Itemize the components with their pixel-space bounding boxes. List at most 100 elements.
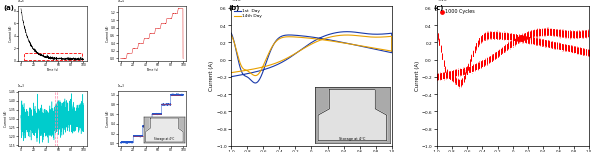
Point bbox=[517, 37, 527, 40]
Point bbox=[440, 75, 449, 78]
Point bbox=[521, 35, 530, 38]
Point bbox=[545, 31, 555, 34]
Point bbox=[458, 66, 467, 68]
Point bbox=[447, 74, 456, 77]
Point bbox=[534, 29, 544, 32]
Point bbox=[487, 56, 496, 58]
Point bbox=[538, 42, 548, 44]
Point bbox=[447, 74, 456, 77]
Point bbox=[508, 36, 518, 39]
Point bbox=[534, 32, 544, 34]
Point bbox=[536, 41, 545, 44]
Point bbox=[577, 33, 587, 36]
Point bbox=[559, 33, 568, 35]
Point bbox=[511, 36, 521, 38]
Point bbox=[519, 37, 528, 40]
Point bbox=[486, 58, 495, 60]
Point bbox=[553, 30, 562, 33]
Point bbox=[521, 36, 530, 38]
Point bbox=[577, 50, 586, 52]
Point bbox=[528, 38, 537, 41]
Point bbox=[488, 57, 498, 59]
Point bbox=[503, 36, 513, 39]
Point bbox=[438, 55, 447, 57]
Point bbox=[578, 50, 588, 53]
Point bbox=[517, 37, 527, 40]
Point bbox=[503, 46, 513, 49]
Point bbox=[465, 68, 475, 70]
Point bbox=[478, 63, 487, 65]
Point bbox=[524, 36, 533, 38]
Point bbox=[557, 32, 566, 34]
Point bbox=[513, 38, 522, 40]
Point bbox=[531, 37, 540, 40]
Point bbox=[445, 74, 455, 76]
Point bbox=[523, 38, 533, 40]
Point bbox=[575, 32, 585, 35]
Point bbox=[525, 32, 534, 35]
Point bbox=[479, 62, 488, 64]
Point bbox=[459, 69, 469, 71]
Point bbox=[438, 75, 447, 78]
Point bbox=[476, 64, 486, 66]
Point bbox=[436, 49, 446, 51]
Point bbox=[484, 60, 493, 62]
Point bbox=[475, 65, 484, 67]
Point bbox=[552, 45, 562, 47]
Point bbox=[574, 30, 584, 32]
Point bbox=[520, 39, 530, 41]
Point bbox=[447, 76, 456, 78]
Point bbox=[522, 36, 531, 38]
Point bbox=[583, 32, 593, 34]
Point bbox=[488, 56, 498, 59]
Point bbox=[527, 33, 536, 36]
Point bbox=[569, 34, 579, 37]
Point bbox=[440, 73, 449, 75]
Point bbox=[488, 33, 497, 36]
Point bbox=[571, 32, 580, 35]
Point bbox=[496, 34, 505, 36]
Point bbox=[519, 37, 528, 40]
Point bbox=[435, 74, 444, 77]
Point bbox=[515, 38, 525, 41]
Point bbox=[444, 73, 453, 75]
Point bbox=[522, 34, 531, 37]
Point bbox=[583, 34, 593, 37]
Point bbox=[536, 31, 545, 33]
Point bbox=[543, 44, 553, 47]
Point bbox=[446, 74, 455, 76]
Point bbox=[518, 37, 527, 40]
Point bbox=[466, 58, 476, 60]
Point bbox=[534, 32, 544, 35]
Point bbox=[552, 45, 562, 47]
Point bbox=[465, 66, 475, 69]
Point bbox=[452, 81, 461, 83]
Point bbox=[541, 41, 551, 44]
Point bbox=[531, 31, 541, 33]
Point bbox=[443, 71, 452, 74]
Point bbox=[560, 33, 569, 36]
Point bbox=[551, 45, 560, 47]
Point bbox=[503, 44, 513, 46]
Point bbox=[520, 39, 530, 41]
Point bbox=[476, 63, 486, 65]
Point bbox=[490, 54, 499, 56]
Point bbox=[462, 70, 472, 72]
Point bbox=[583, 52, 592, 55]
Point bbox=[531, 31, 541, 34]
Point bbox=[561, 48, 571, 50]
Point bbox=[464, 66, 473, 69]
Point bbox=[444, 73, 453, 76]
Point bbox=[453, 82, 462, 84]
Point bbox=[447, 72, 456, 75]
Point bbox=[475, 61, 484, 64]
Point bbox=[456, 71, 466, 73]
Point bbox=[578, 50, 588, 52]
Point bbox=[506, 36, 516, 38]
Point bbox=[483, 62, 492, 65]
Point bbox=[537, 43, 546, 46]
Point bbox=[560, 32, 569, 34]
Point bbox=[512, 38, 522, 41]
Point bbox=[494, 51, 504, 53]
Point bbox=[568, 36, 577, 38]
